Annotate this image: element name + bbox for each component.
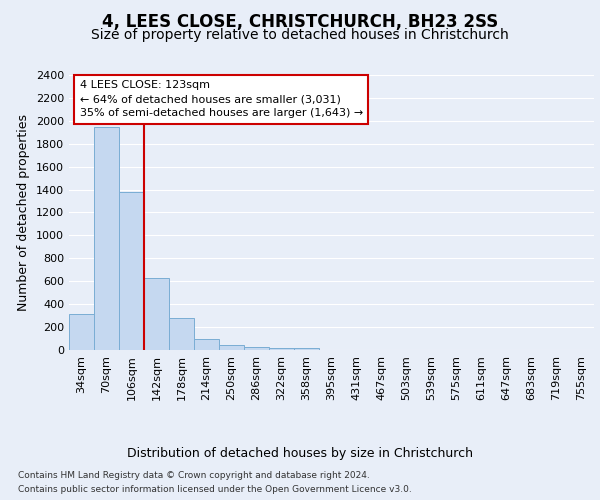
Bar <box>194 338 219 350</box>
Bar <box>269 348 294 350</box>
Text: Contains public sector information licensed under the Open Government Licence v3: Contains public sector information licen… <box>18 485 412 494</box>
Text: 4 LEES CLOSE: 123sqm
← 64% of detached houses are smaller (3,031)
35% of semi-de: 4 LEES CLOSE: 123sqm ← 64% of detached h… <box>79 80 363 118</box>
Bar <box>94 126 119 350</box>
Y-axis label: Number of detached properties: Number of detached properties <box>17 114 31 311</box>
Bar <box>244 346 269 350</box>
Text: Contains HM Land Registry data © Crown copyright and database right 2024.: Contains HM Land Registry data © Crown c… <box>18 471 370 480</box>
Bar <box>69 314 94 350</box>
Text: 4, LEES CLOSE, CHRISTCHURCH, BH23 2SS: 4, LEES CLOSE, CHRISTCHURCH, BH23 2SS <box>102 12 498 30</box>
Bar <box>144 278 169 350</box>
Bar <box>169 318 194 350</box>
Bar <box>119 192 144 350</box>
Bar <box>219 345 244 350</box>
Text: Size of property relative to detached houses in Christchurch: Size of property relative to detached ho… <box>91 28 509 42</box>
Bar <box>294 348 319 350</box>
Text: Distribution of detached houses by size in Christchurch: Distribution of detached houses by size … <box>127 448 473 460</box>
